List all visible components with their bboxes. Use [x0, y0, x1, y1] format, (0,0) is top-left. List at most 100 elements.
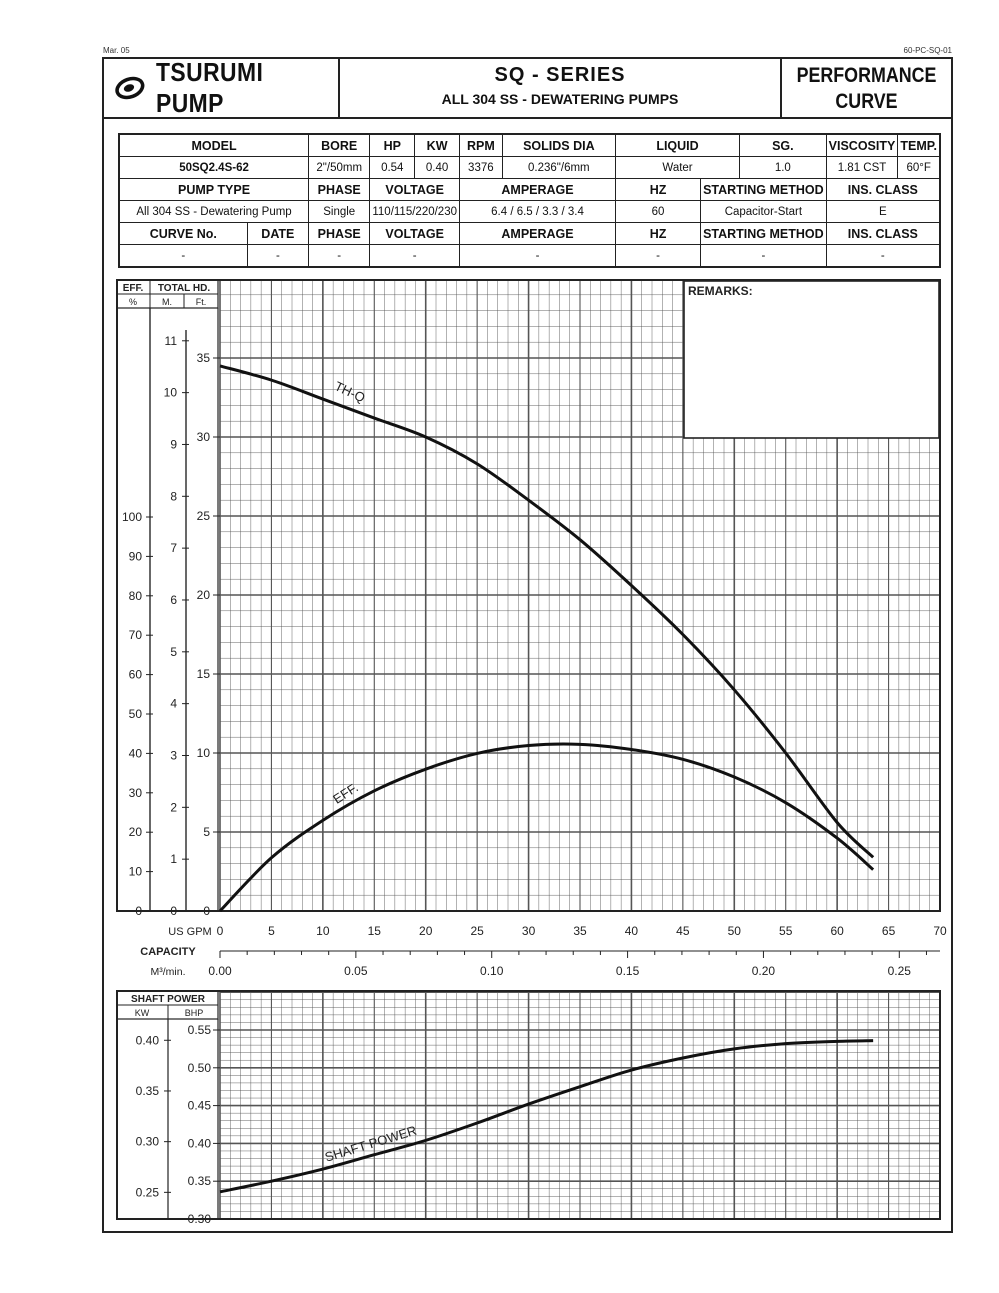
- shaft-frame: [116, 990, 941, 1220]
- m-tick-label: 5: [170, 645, 177, 659]
- spec-cell: SOLIDS DIA: [501, 133, 617, 157]
- spec-cell: 3376: [459, 156, 503, 179]
- spec-cell: -: [825, 244, 941, 268]
- performance-curve-title: PERFORMANCE CURVE: [782, 59, 951, 117]
- brand-block: TSURUMI PUMP: [104, 57, 340, 118]
- m-tick-label: 10: [164, 386, 178, 400]
- spec-cell: LIQUID: [614, 133, 741, 157]
- ft-tick-label: 10: [197, 746, 211, 760]
- spec-cell: MODEL: [118, 133, 310, 157]
- spec-row2-values: All 304 SS - Dewatering Pump Single 110/…: [118, 200, 941, 223]
- remarks-box: [683, 280, 940, 439]
- m-tick-label: 3: [170, 748, 177, 762]
- ft-tick-label: 15: [197, 667, 211, 681]
- x-tick-label: 5: [268, 924, 275, 938]
- ft-tick-label: 35: [197, 351, 211, 365]
- eff-tick-label: 60: [129, 668, 143, 682]
- spec-cell: 0.40: [414, 156, 460, 179]
- ft-tick-label: 20: [197, 588, 211, 602]
- kw-tick-label: 0.35: [136, 1084, 160, 1098]
- eff-tick-label: 40: [129, 746, 143, 760]
- spec-row3-values: - - - - - - - -: [118, 244, 941, 268]
- x-tick-label: 70: [933, 924, 947, 938]
- m-tick-label: 7: [170, 541, 177, 555]
- spec-cell: VISCOSITY: [825, 133, 899, 157]
- bhp-tick-label: 0.30: [188, 1212, 212, 1226]
- efficiency-curve: [218, 742, 875, 913]
- eff-tick-label: 10: [129, 865, 143, 879]
- bhp-tick-label: 0.35: [188, 1174, 212, 1188]
- perf-title-line1: PERFORMANCE: [796, 64, 937, 87]
- x-tick-label: 40: [625, 924, 639, 938]
- ft-tick-label: 5: [203, 825, 210, 839]
- spec-cell: BORE: [308, 133, 371, 157]
- shaft-power-axis-header: SHAFT POWER: [131, 994, 206, 1005]
- x-tick-label: 35: [573, 924, 587, 938]
- head-axis-header: TOTAL HD.: [158, 283, 210, 294]
- m-tick-label: 6: [170, 593, 177, 607]
- m3-tick-label: 0.05: [344, 964, 368, 978]
- x-tick-label: 15: [368, 924, 382, 938]
- x-tick-label: 60: [830, 924, 844, 938]
- m-tick-label: 2: [170, 800, 177, 814]
- spec-table: MODEL BORE HP KW RPM SOLIDS DIA LIQUID S…: [118, 133, 941, 268]
- spec-cell: -: [246, 244, 310, 268]
- spec-cell: AMPERAGE: [459, 222, 616, 245]
- x-tick-label: 55: [779, 924, 793, 938]
- x-tick-label: 50: [728, 924, 742, 938]
- bhp-tick-label: 0.55: [188, 1023, 212, 1037]
- m-tick-label: 9: [170, 437, 177, 451]
- m3-tick-label: 0.00: [208, 964, 232, 978]
- spec-cell: -: [700, 244, 827, 268]
- kw-tick-label: 0.25: [136, 1185, 160, 1199]
- spec-cell: STARTING METHOD: [700, 222, 827, 245]
- spec-cell: 110/115/220/230: [369, 200, 460, 223]
- spec-cell: -: [614, 244, 702, 268]
- performance-sheet: TSURUMI PUMP SQ - SERIES ALL 304 SS - DE…: [102, 57, 953, 1233]
- x-tick-label: 45: [676, 924, 690, 938]
- m-unit-label: M.: [162, 297, 172, 307]
- x-tick-label: 25: [470, 924, 484, 938]
- ft-tick-label: 0: [203, 904, 210, 918]
- m-tick-label: 0: [170, 904, 177, 918]
- spec-cell: PUMP TYPE: [118, 178, 310, 201]
- th-q-curve-label: TH-Q: [332, 378, 367, 405]
- spec-cell: AMPERAGE: [459, 178, 616, 201]
- eff-tick-label: 80: [129, 589, 143, 603]
- spec-cell: PHASE: [308, 222, 371, 245]
- ft-tick-label: 25: [197, 509, 211, 523]
- spec-cell: INS. CLASS: [825, 222, 941, 245]
- series-subtitle: ALL 304 SS - DEWATERING PUMPS: [441, 91, 679, 107]
- eff-tick-label: 30: [129, 786, 143, 800]
- m3-tick-label: 0.25: [888, 964, 912, 978]
- spec-cell: TEMP.: [897, 133, 941, 157]
- spec-row1-labels: MODEL BORE HP KW RPM SOLIDS DIA LIQUID S…: [118, 133, 941, 157]
- bhp-tick-label: 0.45: [188, 1099, 212, 1113]
- m3-unit-label: M³/min.: [151, 966, 186, 978]
- m-tick-label: 8: [170, 489, 177, 503]
- graph-frame: [116, 279, 941, 912]
- eff-tick-label: 100: [122, 510, 142, 524]
- m-tick-label: 11: [165, 334, 178, 348]
- capacity-label: CAPACITY: [140, 946, 196, 958]
- tsurumi-logo-icon: [115, 76, 145, 100]
- spec-cell: PHASE: [308, 178, 371, 201]
- efficiency-curve-label: EFF.: [330, 780, 361, 807]
- x-axis-label: US GPM: [168, 926, 211, 938]
- kw-tick-label: 0.30: [136, 1135, 160, 1149]
- eff-unit-label: %: [129, 297, 137, 307]
- m-tick-label: 4: [170, 697, 177, 711]
- x-tick-label: 65: [882, 924, 896, 938]
- m3-tick-label: 0.10: [480, 964, 504, 978]
- eff-axis-bg: [118, 309, 149, 910]
- perf-title-line2: CURVE: [835, 90, 898, 113]
- m3-tick-label: 0.20: [752, 964, 776, 978]
- bhp-tick-label: 0.50: [188, 1061, 212, 1075]
- spec-row3-labels: CURVE No. DATE PHASE VOLTAGE AMPERAGE HZ…: [118, 222, 941, 245]
- ft-tick-label: 30: [197, 430, 211, 444]
- x-tick-label: 20: [419, 924, 433, 938]
- ft-axis-bg: [187, 309, 219, 910]
- brand-name: TSURUMI PUMP: [155, 57, 264, 118]
- eff-tick-label: 50: [129, 707, 143, 721]
